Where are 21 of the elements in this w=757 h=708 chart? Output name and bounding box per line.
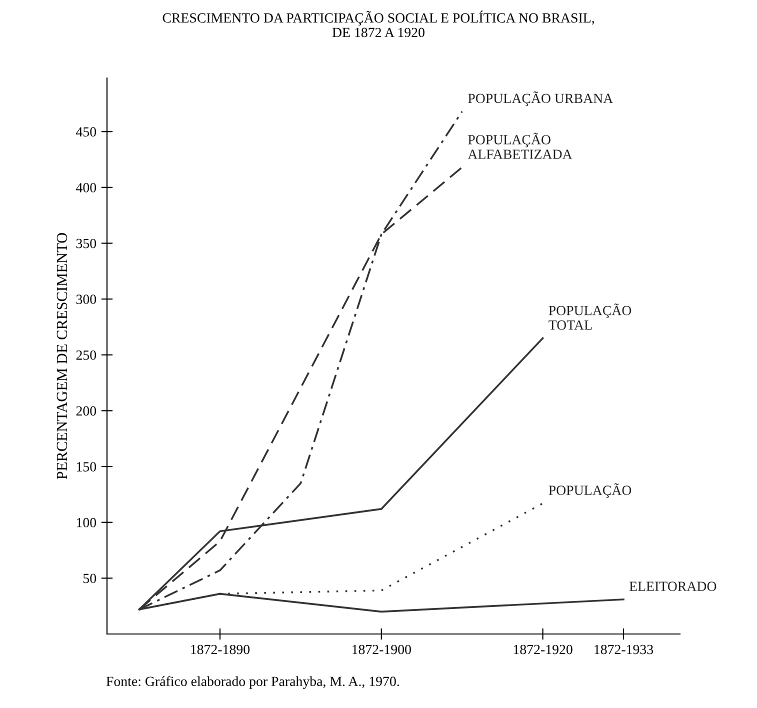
series-label: POPULAÇÃO ALFABETIZADA bbox=[468, 132, 572, 159]
x-tick-label: 1872-1933 bbox=[594, 644, 654, 654]
chart-title: CRESCIMENTO DA PARTICIPAÇÃO SOCIAL E POLÍTICA NO BRASIL, DE 1872 A 1920 bbox=[162, 10, 594, 38]
source-note: Fonte: Gráfico elaborado por Parahyba, M. A., 1970. bbox=[106, 676, 399, 689]
y-tick-label: 200 bbox=[76, 406, 96, 416]
x-tick-label: 1872-1900 bbox=[352, 644, 411, 654]
series-label: ELEITORADO bbox=[629, 582, 716, 592]
y-axis-title: PERCENTAGEM DE CRESCIMENTO bbox=[56, 233, 68, 480]
series-label: POPULAÇÃO TOTAL bbox=[548, 304, 632, 330]
y-tick-label: 150 bbox=[76, 462, 96, 472]
y-tick-label: 400 bbox=[76, 182, 96, 192]
series-label: POPULAÇÃO bbox=[548, 483, 632, 498]
y-tick-label: 450 bbox=[76, 127, 96, 137]
y-tick-label: 100 bbox=[76, 518, 96, 528]
x-tick-label: 1872-1890 bbox=[191, 644, 250, 654]
y-tick-label: 250 bbox=[76, 350, 96, 360]
y-tick-label: 300 bbox=[76, 294, 96, 304]
x-tick-label: 1872-1920 bbox=[514, 644, 572, 654]
y-tick-label: 50 bbox=[84, 574, 96, 584]
series-label: POPULAÇÃO URBANA bbox=[468, 91, 614, 106]
y-tick-label: 350 bbox=[76, 238, 96, 248]
